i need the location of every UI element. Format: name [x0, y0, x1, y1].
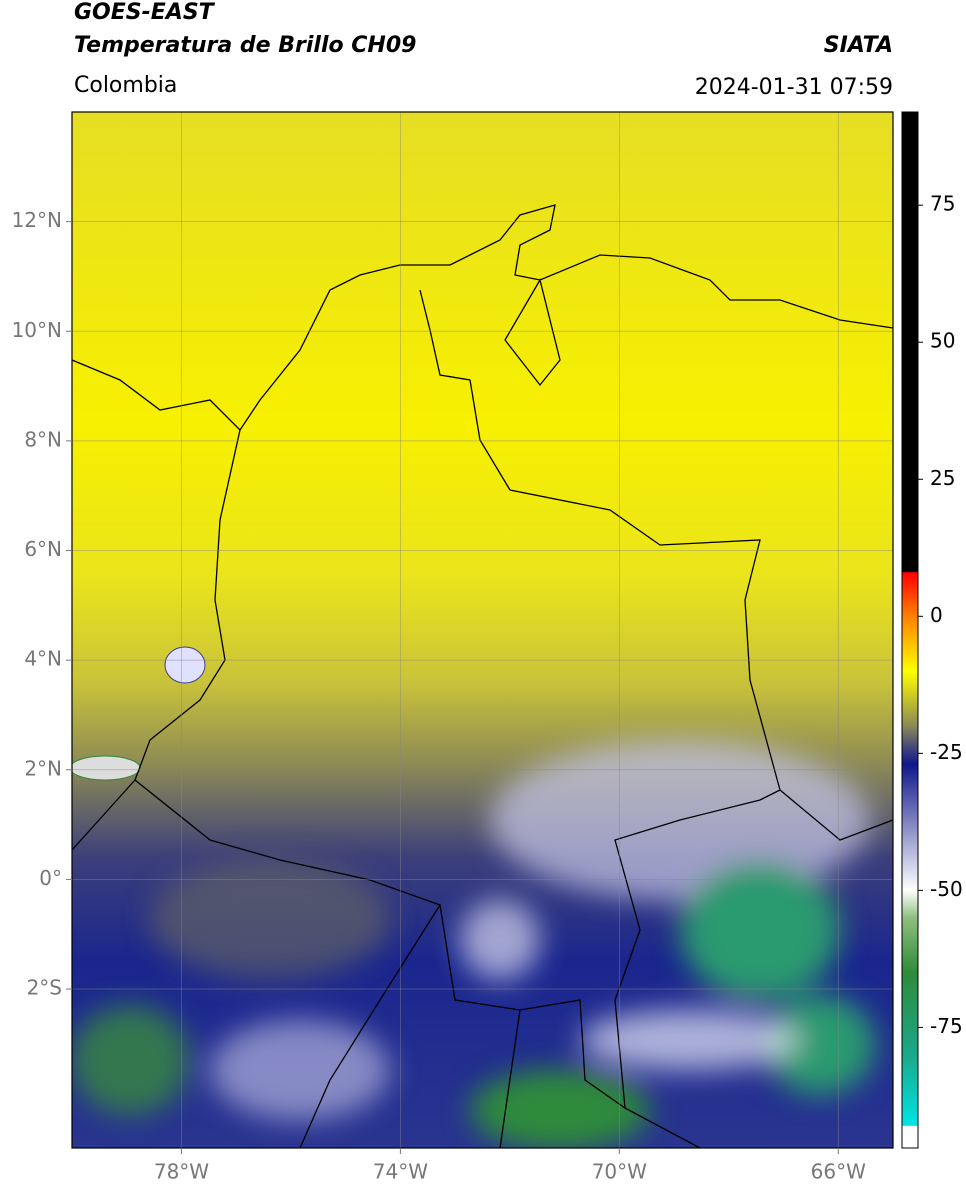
- colorbar-tick-label: 0: [930, 603, 943, 627]
- source: SIATA: [824, 33, 893, 58]
- x-tick-label: 74°W: [373, 1160, 428, 1184]
- product: Temperatura de Brillo CH09: [74, 33, 416, 58]
- imagery: [72, 112, 893, 1148]
- y-tick-label: 10°N: [12, 318, 62, 342]
- x-tick-label: 78°W: [154, 1160, 209, 1184]
- y-tick-label: 6°N: [24, 537, 62, 561]
- y-tick-label: 12°N: [12, 208, 62, 232]
- y-tick-label: 8°N: [24, 427, 62, 451]
- colorbar-tick-label: 50: [930, 329, 955, 353]
- y-tick-label: 0°: [39, 866, 62, 890]
- colorbar-tick-label: -50: [930, 877, 963, 901]
- satellite: GOES-EAST: [74, 0, 216, 25]
- y-tick-label: 4°N: [24, 647, 62, 671]
- colorbar: [902, 112, 918, 1148]
- colorbar-frame: [901, 111, 919, 1149]
- y-tick-label: 2°S: [27, 976, 62, 1000]
- colorbar-tick-label: -75: [930, 1014, 963, 1038]
- colorbar-tick-label: -25: [930, 740, 963, 764]
- datetime: 2024-01-31 07:59: [695, 75, 893, 100]
- x-tick-label: 66°W: [811, 1160, 866, 1184]
- y-tick-label: 2°N: [24, 756, 62, 780]
- map-frame: [71, 111, 894, 1149]
- region: Colombia: [74, 73, 177, 98]
- x-tick-label: 70°W: [592, 1160, 647, 1184]
- colorbar-tick-label: 25: [930, 466, 955, 490]
- colorbar-tick-label: 75: [930, 192, 955, 216]
